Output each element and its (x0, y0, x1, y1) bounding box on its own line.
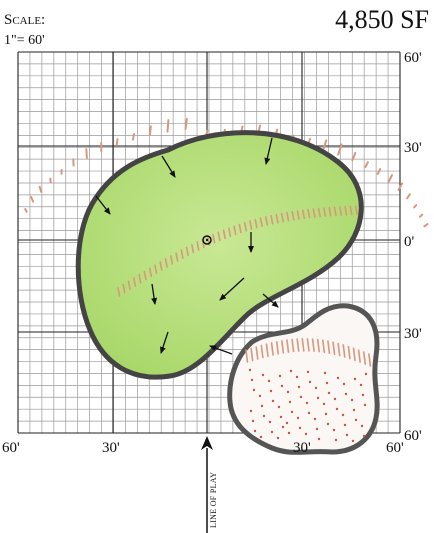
axis-label-bottom-0: 60' (2, 440, 20, 456)
pin-marker (202, 235, 212, 245)
axis-label-bottom-1: 30' (102, 440, 120, 456)
sand-bunker (227, 303, 380, 455)
ridge-hatching (117, 205, 358, 297)
axis-label-bottom-2: 30' (293, 440, 311, 456)
axis-label-right-1: 30' (404, 140, 422, 156)
axis-label-right-3: 30' (404, 326, 422, 342)
line-of-play-arrow (201, 436, 213, 533)
slope-arrows (95, 137, 279, 355)
axis-label-right-4: 60' (404, 428, 422, 444)
scale-value: 1"= 60' (4, 33, 45, 48)
axis-label-right-0: 60' (404, 50, 422, 66)
area-label: 4,850 SF (335, 5, 429, 34)
axis-label-right-2: 0' (404, 234, 415, 250)
line-of-play-label: LINE OF PLAY (209, 472, 218, 528)
scale-heading: Scale: (4, 12, 45, 28)
putting-green (75, 130, 364, 380)
bunker-hatching (245, 338, 372, 367)
bunker-sand-dots (248, 368, 368, 443)
axis-label-bottom-3: 60' (386, 440, 404, 456)
